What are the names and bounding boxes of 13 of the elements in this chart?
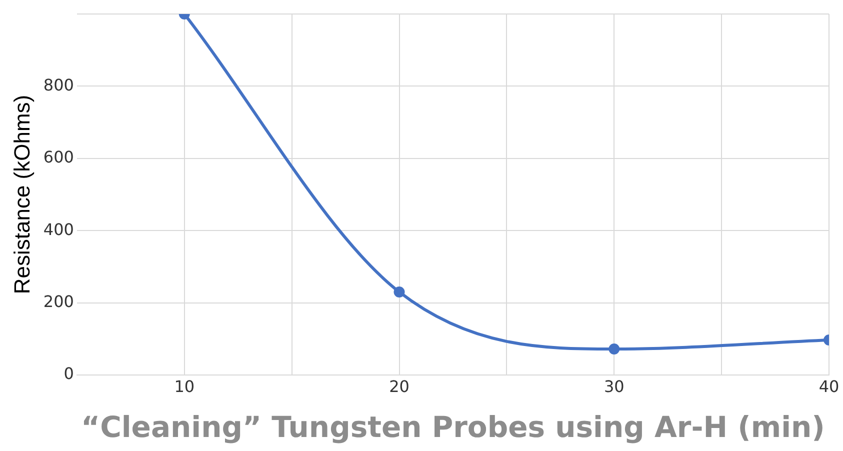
x-tick-label: 40 bbox=[818, 376, 840, 396]
x-axis-title: “Cleaning” Tungsten Probes using Ar-H (min) bbox=[81, 410, 825, 444]
point bbox=[608, 344, 620, 355]
y-tick-label: 800 bbox=[43, 75, 74, 94]
y-tick-label: 600 bbox=[43, 148, 74, 167]
point bbox=[394, 286, 405, 298]
x-tick-label: 20 bbox=[389, 376, 410, 396]
x-tick-label: 10 bbox=[174, 376, 195, 396]
y-tick-label: 200 bbox=[43, 292, 74, 311]
y-tick-label: 0 bbox=[64, 364, 74, 384]
x-tick-label: 30 bbox=[604, 376, 624, 396]
y-axis-title: Resistance (kOhms) bbox=[9, 94, 34, 294]
y-tick-label: 400 bbox=[43, 220, 74, 239]
